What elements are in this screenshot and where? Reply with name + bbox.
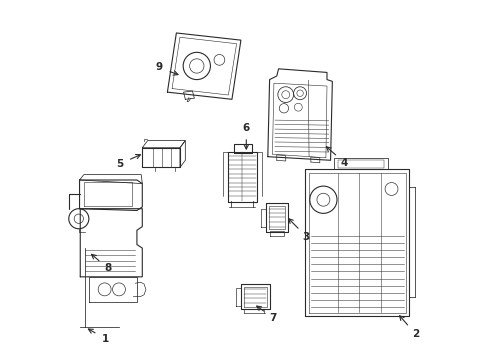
Text: 8: 8	[104, 263, 111, 273]
Text: 2: 2	[411, 329, 418, 339]
Text: 4: 4	[340, 158, 347, 168]
Text: 6: 6	[242, 123, 249, 133]
Text: 1: 1	[102, 334, 109, 344]
Text: 7: 7	[269, 313, 276, 323]
Text: 3: 3	[302, 231, 309, 242]
Text: 5: 5	[116, 159, 123, 169]
Text: 9: 9	[155, 63, 162, 72]
